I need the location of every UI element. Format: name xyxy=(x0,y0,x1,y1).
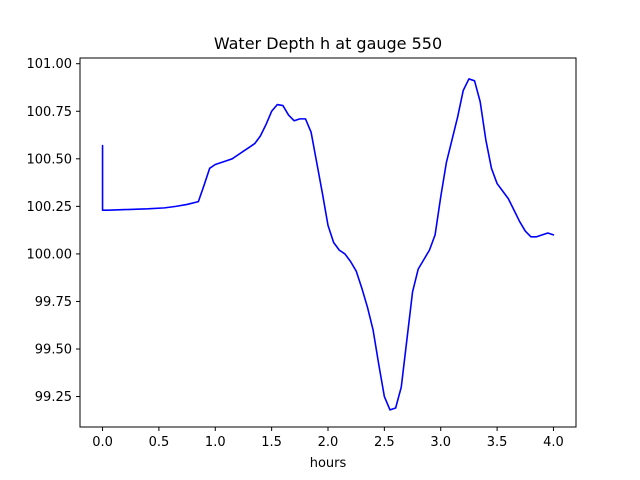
x-tick-label: 4.0 xyxy=(543,435,564,450)
x-tick-label: 1.5 xyxy=(261,435,282,450)
plot-area xyxy=(101,78,555,411)
y-tick-label: 100.25 xyxy=(27,200,73,215)
y-tick-label: 99.25 xyxy=(35,390,72,405)
y-tick-label: 99.50 xyxy=(35,343,72,358)
y-tick-label: 100.50 xyxy=(27,152,73,167)
chart-title: Water Depth h at gauge 550 xyxy=(214,34,442,53)
series-line-0 xyxy=(101,78,555,411)
x-tick-label: 2.0 xyxy=(318,435,339,450)
y-tick-label: 100.00 xyxy=(27,247,73,262)
x-tick-label: 3.0 xyxy=(430,435,451,450)
axes: 0.0 0.5 1.0 1.5 2.0 2.5 3.0 3.5 4.0 99.25 99.50 99.… xyxy=(27,57,577,450)
x-tick-label: 2.5 xyxy=(374,435,395,450)
x-tick-label: 0.5 xyxy=(149,435,170,450)
y-tick-label: 101.00 xyxy=(27,57,73,72)
y-tick-label: 100.75 xyxy=(27,105,73,120)
x-tick-label: 3.5 xyxy=(487,435,508,450)
x-tick-label: 1.0 xyxy=(205,435,226,450)
x-axis-label: hours xyxy=(310,456,347,471)
y-tick-label: 99.75 xyxy=(35,295,72,310)
x-tick-label: 0.0 xyxy=(92,435,113,450)
